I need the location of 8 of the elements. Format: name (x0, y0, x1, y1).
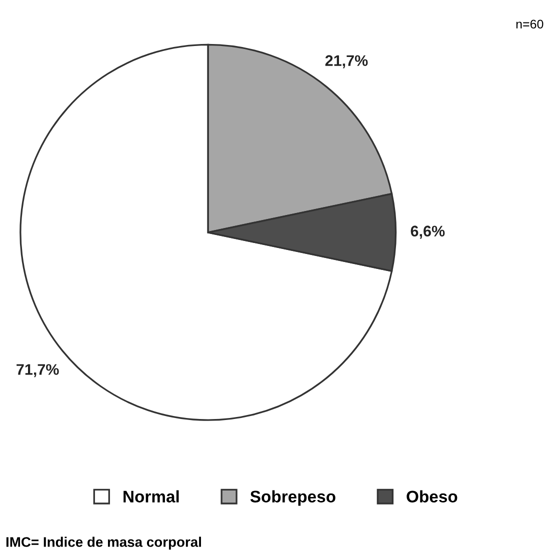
legend-label: Obeso (406, 490, 458, 503)
data-label: 21,7% (325, 55, 368, 68)
legend-label: Normal (124, 490, 179, 503)
text: n=60 (516, 20, 544, 29)
text: IMC= Indice de masa corporal (6, 536, 201, 550)
data-label: 71,7% (16, 364, 59, 378)
data-label: 6,6% (410, 226, 445, 239)
legend-label: Sobrepeso (250, 490, 336, 506)
